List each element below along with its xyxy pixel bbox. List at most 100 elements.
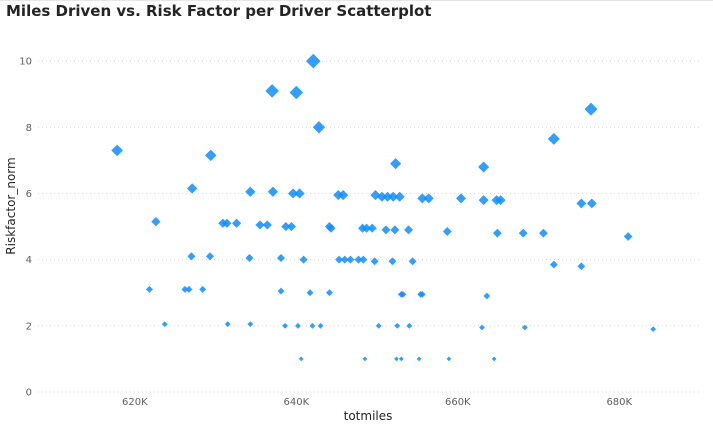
scatter-point[interactable] — [456, 193, 467, 204]
scatter-point[interactable] — [340, 255, 349, 264]
x-tick-label: 660K — [445, 397, 471, 408]
scatter-point[interactable] — [623, 232, 633, 241]
scatter-point[interactable] — [362, 356, 368, 362]
scatter-point[interactable] — [382, 191, 393, 202]
scatter-point[interactable] — [187, 252, 196, 261]
scatter-point[interactable] — [309, 322, 316, 329]
scatter-point[interactable] — [399, 290, 407, 298]
x-tick-label: 680K — [606, 397, 632, 408]
scatter-point[interactable] — [277, 287, 285, 295]
scatter-point[interactable] — [388, 257, 397, 266]
y-axis-title: Riskfactor_norm — [4, 157, 18, 254]
scatter-point[interactable] — [222, 218, 232, 228]
scatter-point[interactable] — [416, 356, 422, 362]
x-axis-ticks: 620K 640K 660K 680K — [122, 397, 632, 408]
scatter-point[interactable] — [491, 356, 497, 362]
scatter-point[interactable] — [394, 356, 399, 362]
scatter-point[interactable] — [247, 321, 254, 328]
y-tick-label: 8 — [26, 123, 32, 134]
scatter-point[interactable] — [267, 186, 279, 197]
scatter-point[interactable] — [538, 228, 548, 238]
scatter-point[interactable] — [479, 324, 485, 331]
scatter-point[interactable] — [406, 322, 413, 329]
scatter-point[interactable] — [586, 198, 597, 209]
scatter-point[interactable] — [294, 188, 305, 199]
header-divider — [0, 0, 713, 1]
scatter-point[interactable] — [181, 285, 189, 293]
scatter-point[interactable] — [381, 225, 391, 235]
scatter-point[interactable] — [145, 285, 153, 293]
scatter-point[interactable] — [576, 198, 587, 209]
scatter-point[interactable] — [245, 186, 256, 197]
scatter-point[interactable] — [265, 84, 279, 98]
y-tick-label: 10 — [19, 57, 32, 68]
scatter-point[interactable] — [650, 326, 657, 332]
scatter-point[interactable] — [255, 220, 265, 230]
scatter-point[interactable] — [417, 193, 428, 204]
scatter-point[interactable] — [231, 218, 242, 228]
y-tick-label: 4 — [26, 255, 32, 266]
scatter-point[interactable] — [577, 262, 586, 271]
scatter-point[interactable] — [518, 228, 528, 238]
scatter-point[interactable] — [483, 292, 491, 300]
scatter-point[interactable] — [326, 223, 336, 233]
scatter-point[interactable] — [281, 221, 291, 232]
scatter-point[interactable] — [286, 221, 297, 232]
scatter-point[interactable] — [306, 289, 314, 297]
scatter-point[interactable] — [362, 223, 372, 233]
scatter-point[interactable] — [359, 255, 368, 264]
scatter-point[interactable] — [161, 321, 168, 328]
scatter-point[interactable] — [111, 144, 123, 157]
scatter-point[interactable] — [584, 102, 598, 116]
scatter-point[interactable] — [299, 255, 308, 264]
scatter-point[interactable] — [312, 121, 326, 134]
scatter-point[interactable] — [478, 195, 489, 206]
scatter-point[interactable] — [418, 290, 426, 298]
scatter-point[interactable] — [276, 253, 286, 263]
scatter-point[interactable] — [262, 220, 272, 230]
scatter-point[interactable] — [205, 149, 217, 162]
scatter-point[interactable] — [442, 227, 452, 236]
scatter-point[interactable] — [404, 225, 414, 235]
scatter-point[interactable] — [478, 161, 490, 173]
scatter-point[interactable] — [367, 223, 377, 233]
scatter-point[interactable] — [338, 190, 349, 201]
scatter-point[interactable] — [376, 191, 387, 202]
scatter-point[interactable] — [398, 356, 404, 362]
scatter-point[interactable] — [199, 285, 207, 293]
scatter-point[interactable] — [224, 321, 231, 328]
scatter-point[interactable] — [394, 191, 405, 202]
data-points[interactable] — [111, 53, 657, 362]
scatter-point[interactable] — [390, 225, 400, 235]
scatter-point[interactable] — [335, 255, 344, 264]
scatter-point[interactable] — [205, 252, 215, 261]
scatter-point[interactable] — [185, 285, 193, 293]
scatter-point[interactable] — [547, 132, 560, 145]
scatter-point[interactable] — [375, 322, 382, 329]
scatter-point[interactable] — [549, 260, 558, 269]
scatter-point[interactable] — [521, 324, 528, 331]
scatter-point[interactable] — [282, 322, 288, 329]
scatter-point[interactable] — [370, 257, 379, 266]
scatter-point[interactable] — [317, 322, 324, 329]
scatter-point[interactable] — [288, 188, 299, 199]
scatter-point[interactable] — [346, 255, 355, 264]
scatter-point[interactable] — [446, 356, 452, 362]
scatter-point[interactable] — [495, 195, 506, 206]
scatter-point[interactable] — [423, 193, 434, 204]
scatter-point[interactable] — [354, 255, 363, 264]
scatter-point[interactable] — [295, 322, 301, 329]
scatter-point[interactable] — [394, 322, 401, 329]
scatter-point[interactable] — [298, 356, 304, 362]
scatter-point[interactable] — [388, 191, 399, 202]
scatter-point[interactable] — [305, 53, 321, 69]
scatter-point[interactable] — [187, 183, 198, 194]
scatter-point[interactable] — [492, 228, 502, 238]
scatter-point[interactable] — [289, 85, 304, 100]
scatter-point[interactable] — [390, 158, 402, 170]
scatter-point[interactable] — [408, 257, 417, 266]
scatter-point[interactable] — [245, 253, 254, 263]
scatter-point[interactable] — [325, 289, 333, 297]
scatter-point[interactable] — [151, 216, 161, 227]
